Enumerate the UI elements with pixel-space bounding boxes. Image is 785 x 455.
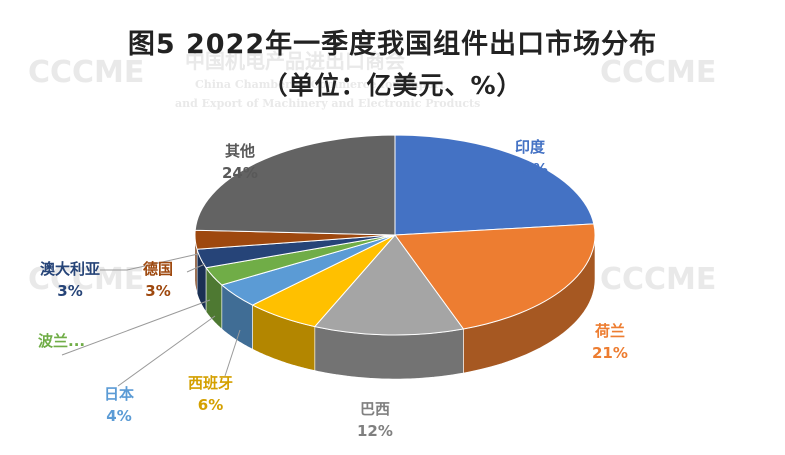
watermark-logo: CCCME [600, 55, 717, 90]
label-germany: 德国 3% [143, 260, 174, 300]
watermark-logo: CCCME [28, 262, 145, 297]
pie-slice-8 [194, 134, 396, 236]
pie-slice-2 [313, 234, 465, 336]
label-netherlands: 荷兰 21% [592, 322, 628, 362]
watermark-cn: 中国机电产品进出口商会 [185, 49, 405, 73]
pie-slice-0 [394, 134, 595, 236]
watermark-en2: and Export of Machinery and Electronic P… [175, 97, 481, 110]
watermark-logo: CCCME [600, 262, 717, 297]
label-spain: 西班牙 6% [188, 374, 234, 414]
label-australia: 澳大利亚 3% [40, 260, 101, 300]
pie-slice-1 [394, 223, 596, 330]
watermark-logo: CCCME [28, 55, 145, 90]
leader-line-5 [61, 299, 211, 356]
label-other: 其他 24% [222, 142, 258, 182]
leader-line-3 [224, 329, 241, 377]
label-india: 印度 23% [512, 138, 548, 178]
label-japan: 日本 4% [104, 385, 135, 425]
label-brazil: 巴西 12% [357, 400, 393, 440]
chart-subtitle: （单位：亿美元、%） [262, 71, 523, 100]
watermark-en1: China Chamber of Commerce for Import [195, 78, 445, 91]
leader-line-7 [186, 263, 206, 273]
chart-title: 图5 2022年一季度我国组件出口市场分布 [127, 29, 658, 60]
label-poland: 波兰... [38, 332, 86, 350]
leader-line-6 [100, 253, 199, 271]
leader-line-4 [117, 315, 216, 387]
